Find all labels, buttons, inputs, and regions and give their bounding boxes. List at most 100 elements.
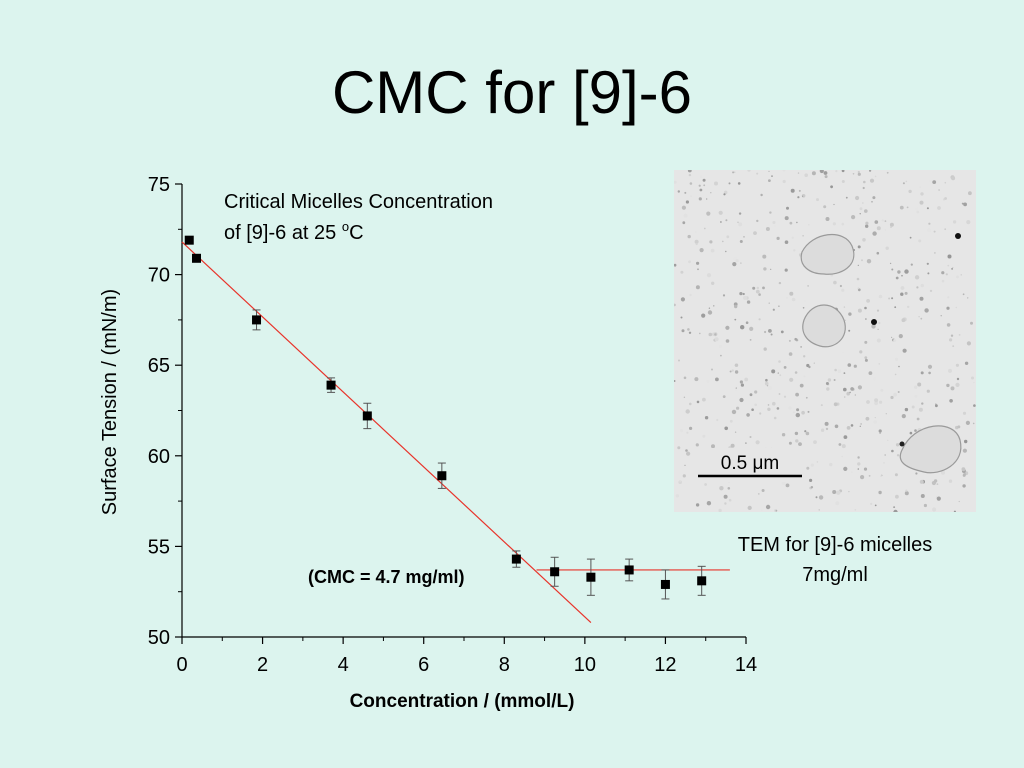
x-tick-label: 4 — [338, 654, 349, 676]
tem-speck — [973, 381, 975, 384]
tem-speck — [804, 300, 806, 302]
tem-speck — [829, 462, 833, 467]
tem-speck — [832, 222, 836, 226]
tem-speck — [819, 170, 824, 174]
tem-speck — [695, 243, 698, 246]
scalebar-label: 0.5 μm — [721, 453, 779, 474]
tem-speck — [674, 303, 676, 307]
tem-speck — [845, 196, 848, 199]
tem-speck — [795, 392, 799, 397]
tem-speck — [773, 224, 777, 228]
tem-speck — [702, 434, 706, 438]
tem-speck — [706, 379, 710, 383]
tem-speck — [863, 467, 868, 471]
tem-speck — [680, 297, 685, 302]
tem-speck — [824, 175, 828, 179]
tem-speck — [713, 305, 715, 307]
tem-speck — [859, 213, 861, 215]
tem-speck — [718, 210, 723, 215]
tem-speck — [788, 357, 791, 360]
tem-speck — [948, 479, 953, 483]
tem-speck — [866, 299, 870, 303]
tem-speck — [778, 360, 781, 363]
tem-speck — [724, 502, 727, 505]
tem-speck — [964, 361, 969, 365]
tem-speck — [757, 493, 760, 495]
tem-speck — [805, 431, 810, 436]
tem-speck — [911, 405, 915, 409]
tem-speck — [685, 200, 689, 204]
chart-annotation-line2-text: of [9]-6 at 25 — [224, 222, 342, 244]
tem-speck — [755, 440, 760, 445]
tem-speck — [739, 292, 743, 296]
tem-speck — [808, 365, 811, 369]
tem-speck — [877, 328, 879, 330]
tem-speck — [723, 494, 728, 499]
tem-speck — [707, 310, 713, 315]
tem-speck — [685, 409, 690, 414]
tem-speck — [941, 271, 945, 275]
tem-speck — [799, 383, 804, 388]
tem-speck — [806, 466, 810, 470]
tem-speck — [696, 400, 700, 404]
tem-speck — [699, 248, 704, 253]
tem-speck — [718, 508, 722, 512]
tem-speck — [960, 274, 962, 276]
tem-speck — [674, 380, 676, 382]
tem-speck — [933, 230, 936, 233]
dark-particle — [871, 319, 877, 325]
tem-speck — [928, 371, 931, 375]
tem-speck — [918, 239, 922, 243]
tem-speck — [878, 321, 881, 325]
tem-speck — [951, 268, 953, 270]
tem-speck — [955, 382, 960, 387]
tem-speck — [694, 377, 699, 382]
tem-speck — [857, 456, 860, 459]
tem-speck — [683, 396, 686, 398]
tem-speck — [823, 205, 827, 209]
tem-speck — [830, 185, 833, 189]
tem-speck — [722, 395, 726, 398]
tem-speck — [788, 339, 791, 342]
tem-speck — [740, 383, 744, 387]
tem-speck — [702, 178, 706, 182]
tem-speck — [739, 240, 743, 243]
tem-speck — [898, 365, 900, 368]
tem-speck — [861, 259, 863, 262]
tem-speck — [948, 368, 952, 373]
tem-speck — [920, 192, 924, 196]
tem-speck — [811, 171, 816, 176]
tem-speck — [832, 490, 837, 494]
tem-speck — [686, 451, 691, 456]
tem-caption: TEM for [9]-6 micelles 7mg/ml — [690, 530, 980, 590]
tem-speck — [689, 293, 692, 297]
tem-speck — [962, 293, 965, 296]
tem-speck — [962, 411, 967, 415]
tem-speck — [802, 195, 804, 197]
tem-speck — [680, 270, 684, 274]
tem-speck — [918, 316, 920, 318]
tem-speck — [932, 507, 937, 512]
tem-speck — [860, 475, 865, 480]
tem-speck — [857, 170, 860, 174]
tem-speck — [917, 382, 922, 387]
tem-speck — [711, 368, 713, 371]
tem-speck — [740, 262, 742, 264]
tem-speck — [820, 428, 825, 432]
tem-speck — [801, 410, 805, 415]
tem-speck — [902, 182, 905, 185]
tem-speck — [684, 464, 686, 466]
tem-speck — [946, 323, 951, 327]
tem-speck — [884, 229, 887, 231]
tem-speck — [788, 352, 793, 356]
tem-speck — [786, 297, 788, 299]
tem-speck — [762, 254, 767, 259]
tem-speck — [688, 260, 691, 264]
tem-speck — [716, 418, 719, 422]
tem-speck — [706, 211, 711, 216]
tem-speck — [756, 219, 759, 223]
tem-speck — [701, 313, 706, 318]
tem-speck — [908, 189, 912, 194]
tem-speck — [747, 170, 751, 172]
tem-speck — [896, 454, 900, 457]
